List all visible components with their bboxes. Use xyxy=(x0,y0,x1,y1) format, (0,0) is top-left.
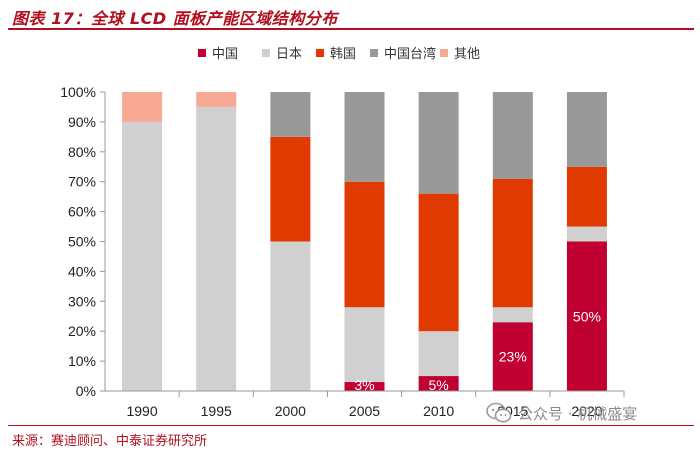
bar-segment xyxy=(492,307,533,323)
bar-segment xyxy=(418,376,459,391)
bar-segment xyxy=(418,331,459,377)
y-tick-label: 40% xyxy=(68,263,96,279)
legend-swatch xyxy=(440,49,448,57)
x-tick-label: 1995 xyxy=(201,403,232,419)
x-tick-label: 2020 xyxy=(571,403,602,419)
data-label: 23% xyxy=(499,349,527,365)
y-tick-label: 80% xyxy=(68,144,96,160)
title-rule xyxy=(8,28,694,30)
y-tick-label: 10% xyxy=(68,353,96,369)
legend-item: 韩国 xyxy=(316,47,356,62)
legend-label: 中国台湾 xyxy=(384,46,436,62)
title-bar: 图表 17：全球 LCD 面板产能区域结构分布 xyxy=(0,0,700,30)
y-tick-label: 0% xyxy=(76,383,96,399)
y-tick-label: 20% xyxy=(68,323,96,339)
x-tick-label: 2005 xyxy=(349,403,380,419)
legend-swatch xyxy=(316,49,324,57)
y-tick-label: 50% xyxy=(68,234,96,250)
y-tick-label: 70% xyxy=(68,174,96,190)
legend-item: 日本 xyxy=(262,47,302,62)
stacked-bar-chart: 中国 日本 韩国 中国台湾 其他 0% 10% 20% 30% 40% 50% 60% 70% 80% 9… xyxy=(60,46,625,419)
bar-segment xyxy=(344,382,385,391)
legend-label: 韩国 xyxy=(330,47,356,62)
legend-swatch xyxy=(262,49,270,57)
y-tick-label: 90% xyxy=(68,114,96,130)
bar-segment xyxy=(270,92,311,137)
bar-segment xyxy=(566,92,607,167)
legend-swatch xyxy=(198,49,206,57)
bar-segment xyxy=(196,106,237,391)
legend-item: 中国台湾 xyxy=(370,46,436,62)
legend-item: 中国 xyxy=(198,47,238,62)
bar-segment xyxy=(492,178,533,308)
x-tick-label: 2000 xyxy=(275,403,306,419)
legend-label: 其他 xyxy=(454,47,480,62)
y-tick-label: 30% xyxy=(68,293,96,309)
bar-segment xyxy=(270,241,311,391)
bar-segment xyxy=(196,92,237,107)
footer-rule xyxy=(8,425,694,426)
source-note: 来源：赛迪顾问、中泰证券研究所 xyxy=(12,434,208,449)
page-title: 图表 17：全球 LCD 面板产能区域结构分布 xyxy=(12,9,338,28)
bar-segment xyxy=(344,92,385,182)
data-label: 50% xyxy=(573,308,601,324)
bar-segment xyxy=(344,181,385,308)
bar-segment xyxy=(418,193,459,332)
bar-segment xyxy=(492,92,533,179)
y-tick-label: 100% xyxy=(60,84,96,100)
legend-label: 中国 xyxy=(212,47,238,62)
watermark-text: 公众号 · 机械盛宴 xyxy=(518,404,638,423)
legend-swatch xyxy=(370,49,378,57)
data-label: 5% xyxy=(429,377,449,393)
chart-legend: 中国 日本 韩国 中国台湾 其他 xyxy=(198,46,480,62)
bar-segment xyxy=(122,121,163,392)
x-tick-label: 1990 xyxy=(126,403,157,419)
bar-segment xyxy=(566,241,607,391)
plot-area: 0% 10% 20% 30% 40% 50% 60% 70% 80% 90% 100% 1990 199… xyxy=(60,84,625,419)
bar-segment xyxy=(270,136,311,242)
legend-item: 其他 xyxy=(440,47,480,62)
bar-segment xyxy=(566,226,607,242)
bar-segment xyxy=(122,92,163,122)
data-label: 3% xyxy=(354,377,374,393)
legend-label: 日本 xyxy=(276,47,302,62)
bar-segment xyxy=(566,166,607,227)
bar-segment xyxy=(492,322,533,391)
y-tick-label: 60% xyxy=(68,204,96,220)
x-tick-label: 2010 xyxy=(423,403,454,419)
watermark: 公众号 · 机械盛宴 xyxy=(486,402,637,424)
bar-segment xyxy=(418,92,459,194)
wechat-icon xyxy=(486,402,512,423)
bar-segment xyxy=(344,307,385,383)
